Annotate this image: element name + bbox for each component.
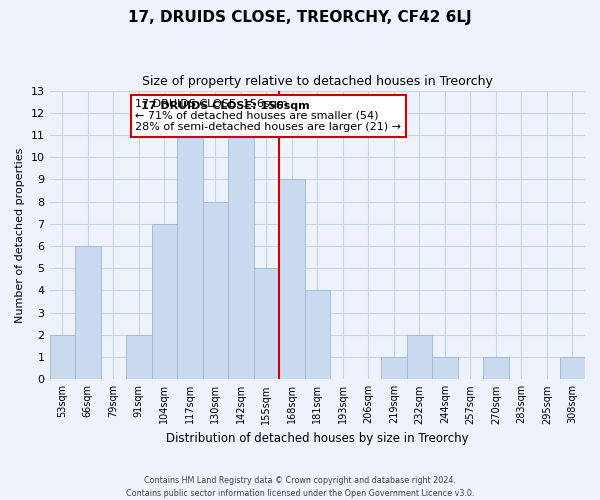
Bar: [305, 290, 330, 380]
Bar: [203, 202, 228, 380]
Bar: [279, 180, 305, 380]
Bar: [228, 135, 254, 380]
Title: Size of property relative to detached houses in Treorchy: Size of property relative to detached ho…: [142, 75, 493, 88]
X-axis label: Distribution of detached houses by size in Treorchy: Distribution of detached houses by size …: [166, 432, 469, 445]
Bar: [75, 246, 101, 380]
Bar: [254, 268, 279, 380]
Bar: [50, 335, 75, 380]
Text: Contains HM Land Registry data © Crown copyright and database right 2024.
Contai: Contains HM Land Registry data © Crown c…: [126, 476, 474, 498]
Bar: [560, 357, 585, 380]
Bar: [381, 357, 407, 380]
Bar: [432, 357, 458, 380]
Text: 17, DRUIDS CLOSE, TREORCHY, CF42 6LJ: 17, DRUIDS CLOSE, TREORCHY, CF42 6LJ: [128, 10, 472, 25]
Bar: [407, 335, 432, 380]
Bar: [126, 335, 152, 380]
Bar: [177, 135, 203, 380]
Y-axis label: Number of detached properties: Number of detached properties: [15, 147, 25, 322]
Bar: [152, 224, 177, 380]
Text: 17 DRUIDS CLOSE: 156sqm
← 71% of detached houses are smaller (54)
28% of semi-de: 17 DRUIDS CLOSE: 156sqm ← 71% of detache…: [135, 99, 401, 132]
Text: 17 DRUIDS CLOSE: 156sqm: 17 DRUIDS CLOSE: 156sqm: [140, 100, 309, 110]
Bar: [483, 357, 509, 380]
